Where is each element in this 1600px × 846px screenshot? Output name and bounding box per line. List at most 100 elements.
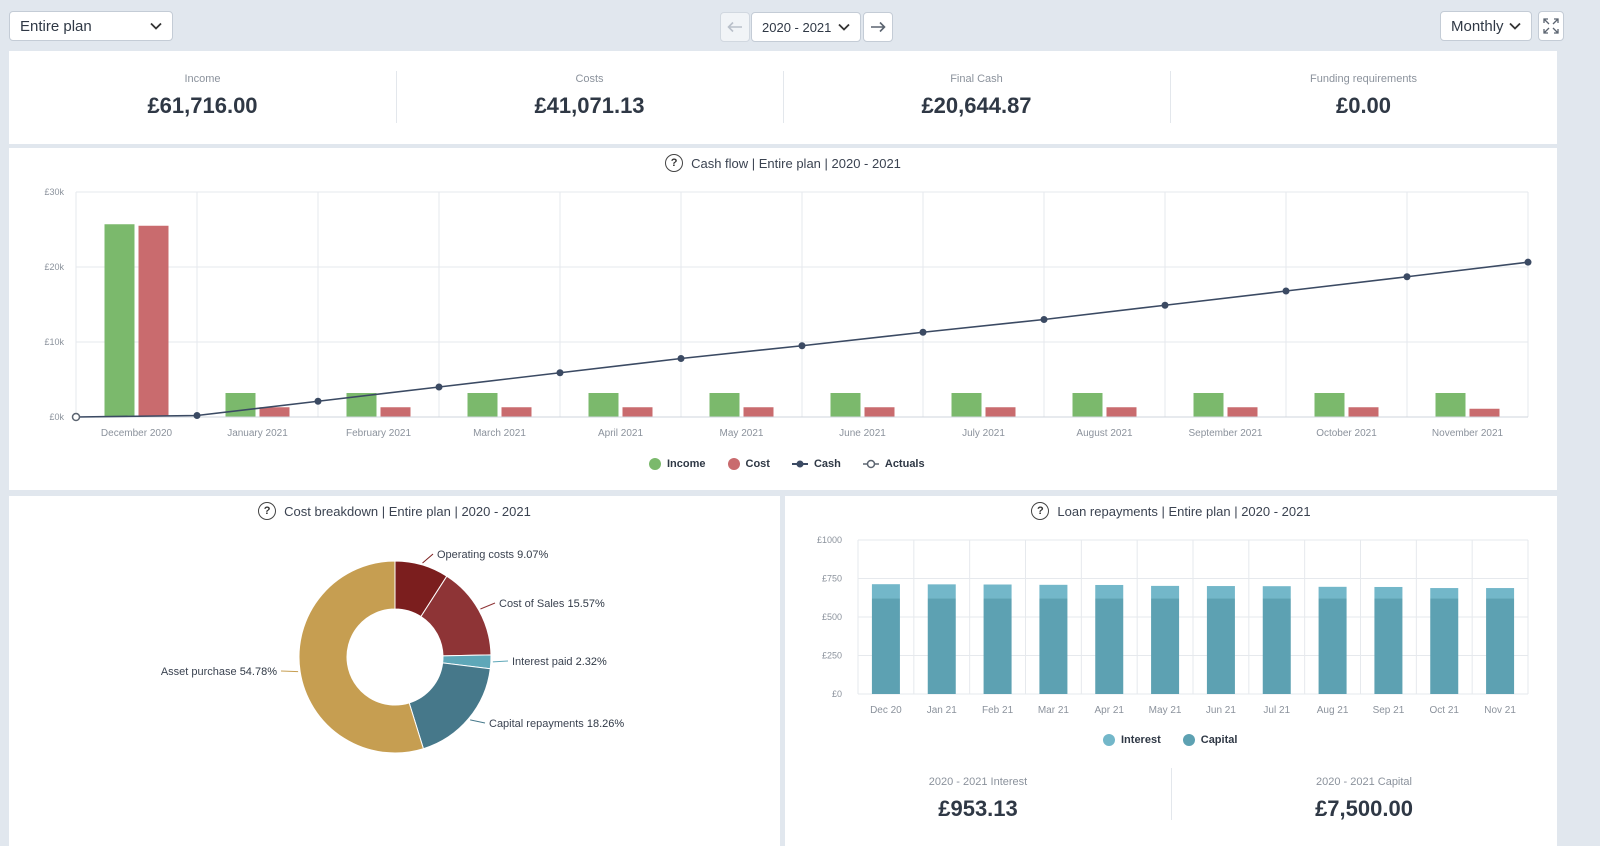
x-tick-label: Feb 21 bbox=[982, 705, 1014, 716]
kpi-label: 2020 - 2021 Capital bbox=[1315, 776, 1412, 788]
year-select-value: 2020 - 2021 bbox=[762, 19, 832, 35]
cost-bar bbox=[622, 407, 653, 417]
year-select[interactable]: 2020 - 2021 bbox=[751, 12, 861, 42]
cost-bar bbox=[1469, 408, 1500, 417]
x-tick-label: Sep 21 bbox=[1373, 705, 1405, 716]
income-bar bbox=[1435, 393, 1466, 417]
capital-bar bbox=[1151, 598, 1180, 694]
cash-point bbox=[919, 328, 927, 336]
loan-capital-total: 2020 - 2021 Capital £7,500.00 bbox=[1171, 754, 1557, 844]
y-tick-label: £30k bbox=[44, 187, 64, 197]
income-bar bbox=[830, 393, 861, 417]
legend-label: Cost bbox=[745, 458, 770, 470]
cash-point bbox=[556, 369, 564, 377]
chevron-down-icon bbox=[838, 23, 850, 31]
cash-point bbox=[1524, 258, 1532, 266]
legend-cost[interactable]: Cost bbox=[727, 458, 770, 470]
cash-point bbox=[435, 383, 443, 391]
cost-bar bbox=[743, 407, 774, 417]
x-tick-label: Oct 21 bbox=[1430, 705, 1460, 716]
cost-breakdown-chart: Operating costs 9.07% Cost of Sales 15.57… bbox=[161, 549, 624, 754]
interest-bar bbox=[1374, 586, 1403, 599]
period-select[interactable]: Monthly bbox=[1440, 11, 1532, 41]
next-year-button[interactable] bbox=[863, 12, 893, 42]
x-tick-label: April 2021 bbox=[598, 428, 643, 439]
kpi-value: £953.13 bbox=[938, 796, 1018, 821]
legend-swatch bbox=[1182, 734, 1195, 746]
pie-slice bbox=[408, 662, 491, 750]
kpi-value: £7,500.00 bbox=[1315, 796, 1413, 821]
toolbar: Entire plan 2020 - 2021 Monthly bbox=[0, 0, 1600, 50]
help-icon[interactable]: ? bbox=[665, 154, 684, 172]
kpi-value: £20,644.87 bbox=[921, 93, 1032, 118]
arrow-right-icon bbox=[871, 21, 886, 33]
legend-swatch bbox=[727, 458, 740, 470]
help-icon[interactable]: ? bbox=[258, 502, 277, 520]
interest-bar bbox=[1318, 586, 1347, 599]
cost-bar bbox=[1227, 407, 1258, 417]
legend-label: Actuals bbox=[884, 458, 925, 470]
kpi-panel: Income £61,716.00 Costs £41,071.13 Final… bbox=[9, 51, 1557, 144]
cost-breakdown-title-text: Cost breakdown | Entire plan | 2020 - 20… bbox=[284, 503, 531, 519]
x-tick-label: Jul 21 bbox=[1263, 705, 1290, 716]
x-tick-label: Mar 21 bbox=[1038, 705, 1070, 716]
legend-label: Cash bbox=[813, 458, 841, 470]
income-bar bbox=[225, 393, 256, 417]
interest-bar bbox=[927, 584, 956, 599]
x-tick-label: Dec 20 bbox=[870, 705, 902, 716]
cashflow-panel: ? Cash flow | Entire plan | 2020 - 2021 … bbox=[9, 148, 1557, 490]
kpi-costs: Costs £41,071.13 bbox=[396, 51, 783, 147]
pie-label-leader bbox=[492, 660, 509, 663]
legend-swatch bbox=[649, 458, 661, 470]
legend-actuals[interactable]: Actuals bbox=[862, 458, 925, 470]
plan-select[interactable]: Entire plan bbox=[9, 11, 173, 41]
y-tick-label: £20k bbox=[44, 262, 64, 272]
x-tick-label: January 2021 bbox=[227, 428, 288, 439]
cashflow-title: ? Cash flow | Entire plan | 2020 - 2021 bbox=[9, 154, 1557, 172]
cashflow-legend: Income Cost Cash Actuals bbox=[649, 458, 925, 470]
income-bar bbox=[588, 393, 619, 417]
cash-point bbox=[193, 412, 201, 419]
interest-bar bbox=[1486, 588, 1515, 599]
x-tick-label: December 2020 bbox=[101, 428, 173, 439]
x-tick-label: August 2021 bbox=[1076, 428, 1133, 439]
capital-bar bbox=[927, 598, 956, 694]
income-bar bbox=[1072, 393, 1103, 417]
cash-point bbox=[1403, 273, 1411, 281]
x-tick-label: Jan 21 bbox=[927, 705, 957, 716]
interest-bar bbox=[1262, 586, 1291, 599]
kpi-value: £0.00 bbox=[1335, 93, 1392, 118]
kpi-funding: Funding requirements £0.00 bbox=[1170, 51, 1557, 147]
divider bbox=[1170, 71, 1171, 123]
help-icon[interactable]: ? bbox=[1031, 502, 1050, 520]
cash-point bbox=[1161, 301, 1169, 309]
line-marker-icon bbox=[791, 460, 808, 468]
interest-bar bbox=[1430, 588, 1459, 599]
pie-slice bbox=[298, 560, 425, 754]
chevron-down-icon bbox=[1509, 22, 1521, 30]
pie-slice-label: Capital repayments 18.26% bbox=[489, 718, 624, 730]
legend-interest[interactable]: Interest bbox=[1103, 734, 1161, 746]
legend-capital[interactable]: Capital bbox=[1182, 734, 1237, 746]
cost-bar bbox=[138, 225, 169, 417]
x-tick-label: July 2021 bbox=[962, 428, 1005, 439]
cash-point bbox=[798, 342, 806, 350]
x-tick-label: Apr 21 bbox=[1095, 705, 1125, 716]
loan-legend: Interest Capital bbox=[1103, 734, 1237, 746]
kpi-label: Funding requirements bbox=[1309, 73, 1417, 85]
loan-title: ? Loan repayments | Entire plan | 2020 -… bbox=[785, 502, 1557, 520]
x-tick-label: October 2021 bbox=[1316, 428, 1377, 439]
prev-year-button[interactable] bbox=[720, 12, 750, 42]
legend-income[interactable]: Income bbox=[649, 458, 706, 470]
interest-bar bbox=[1151, 585, 1180, 599]
interest-bar bbox=[871, 584, 900, 599]
capital-bar bbox=[1486, 598, 1515, 694]
income-bar bbox=[1314, 393, 1345, 417]
actuals-point bbox=[71, 412, 81, 422]
divider bbox=[1171, 768, 1172, 820]
x-tick-label: June 2021 bbox=[839, 428, 886, 439]
legend-cash[interactable]: Cash bbox=[791, 458, 841, 470]
income-bar bbox=[104, 224, 135, 417]
divider bbox=[396, 71, 397, 123]
fullscreen-button[interactable] bbox=[1538, 11, 1564, 41]
